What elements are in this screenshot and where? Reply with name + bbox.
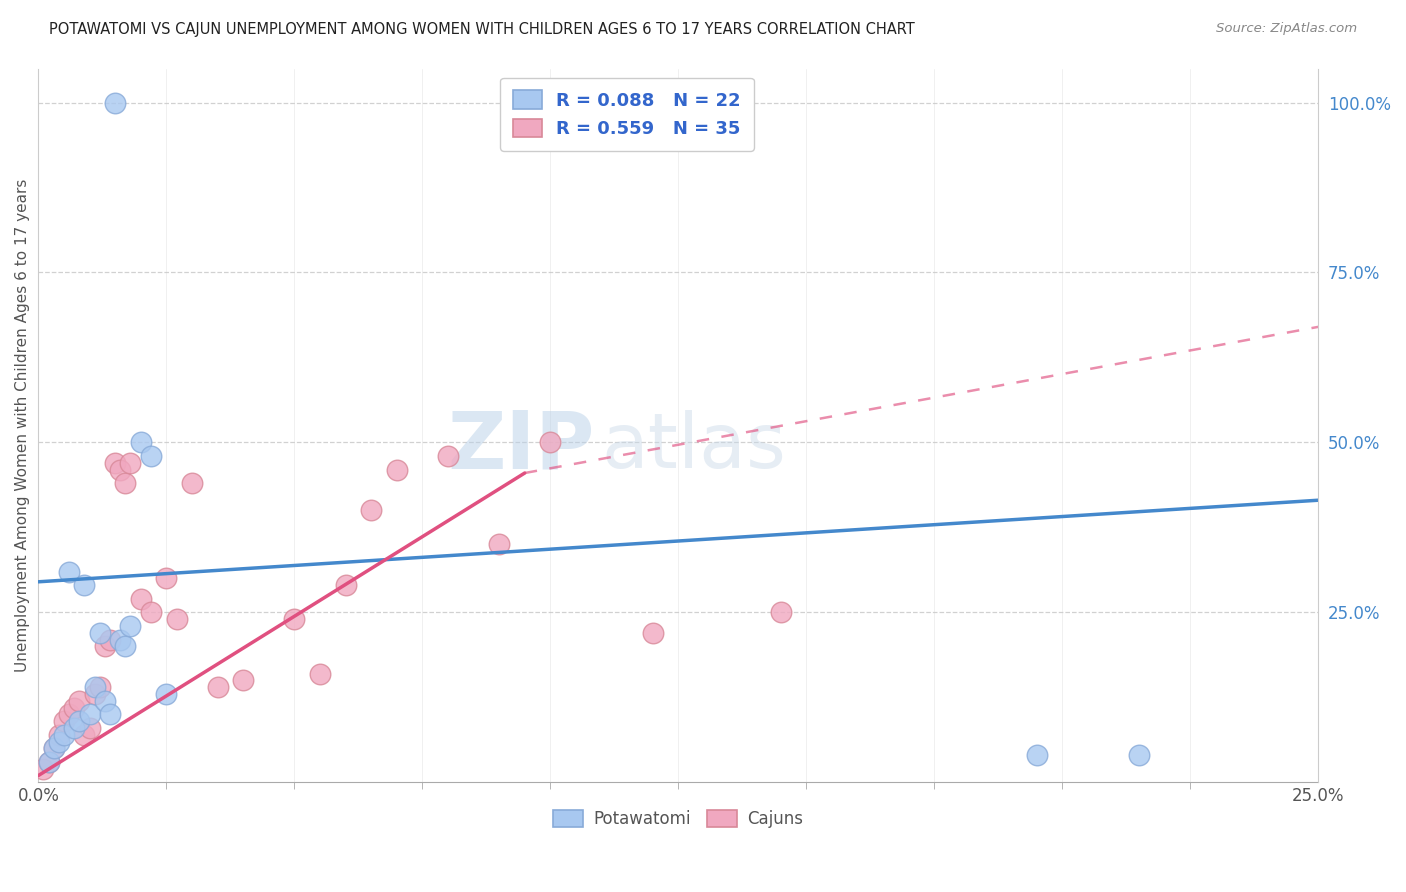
Point bbox=[360, 503, 382, 517]
Point bbox=[139, 449, 162, 463]
Point bbox=[114, 640, 136, 654]
Point bbox=[641, 625, 664, 640]
Point bbox=[437, 449, 460, 463]
Point bbox=[155, 687, 177, 701]
Point bbox=[42, 741, 65, 756]
Point bbox=[110, 462, 132, 476]
Point bbox=[42, 741, 65, 756]
Point bbox=[83, 687, 105, 701]
Point bbox=[129, 591, 152, 606]
Text: Source: ZipAtlas.com: Source: ZipAtlas.com bbox=[1216, 22, 1357, 36]
Point bbox=[110, 632, 132, 647]
Point bbox=[232, 673, 254, 688]
Point bbox=[114, 476, 136, 491]
Point bbox=[58, 707, 80, 722]
Point bbox=[63, 700, 86, 714]
Point bbox=[104, 456, 127, 470]
Point bbox=[385, 462, 408, 476]
Point bbox=[73, 578, 96, 592]
Point bbox=[120, 456, 142, 470]
Point bbox=[538, 435, 561, 450]
Point bbox=[309, 666, 332, 681]
Point bbox=[335, 578, 357, 592]
Point bbox=[58, 565, 80, 579]
Text: ZIP: ZIP bbox=[449, 408, 595, 486]
Point bbox=[166, 612, 188, 626]
Point bbox=[48, 734, 70, 748]
Point bbox=[63, 721, 86, 735]
Point bbox=[283, 612, 305, 626]
Point bbox=[32, 762, 55, 776]
Point bbox=[89, 625, 111, 640]
Point bbox=[98, 707, 121, 722]
Legend: Potawatomi, Cajuns: Potawatomi, Cajuns bbox=[547, 803, 810, 835]
Point bbox=[52, 728, 75, 742]
Point bbox=[67, 714, 90, 728]
Point bbox=[120, 619, 142, 633]
Point bbox=[181, 476, 204, 491]
Point bbox=[73, 728, 96, 742]
Point bbox=[38, 755, 60, 769]
Point bbox=[139, 606, 162, 620]
Point bbox=[207, 680, 229, 694]
Point bbox=[79, 721, 101, 735]
Y-axis label: Unemployment Among Women with Children Ages 6 to 17 years: Unemployment Among Women with Children A… bbox=[15, 178, 30, 673]
Point bbox=[1025, 748, 1047, 763]
Point bbox=[488, 537, 510, 551]
Point bbox=[98, 632, 121, 647]
Point bbox=[52, 714, 75, 728]
Text: POTAWATOMI VS CAJUN UNEMPLOYMENT AMONG WOMEN WITH CHILDREN AGES 6 TO 17 YEARS CO: POTAWATOMI VS CAJUN UNEMPLOYMENT AMONG W… bbox=[49, 22, 915, 37]
Point bbox=[79, 707, 101, 722]
Point bbox=[769, 606, 792, 620]
Point bbox=[129, 435, 152, 450]
Text: atlas: atlas bbox=[602, 409, 786, 483]
Point bbox=[89, 680, 111, 694]
Point bbox=[104, 95, 127, 110]
Point bbox=[1128, 748, 1150, 763]
Point bbox=[67, 694, 90, 708]
Point bbox=[94, 640, 117, 654]
Point bbox=[38, 755, 60, 769]
Point bbox=[48, 728, 70, 742]
Point bbox=[155, 571, 177, 585]
Point bbox=[94, 694, 117, 708]
Point bbox=[83, 680, 105, 694]
